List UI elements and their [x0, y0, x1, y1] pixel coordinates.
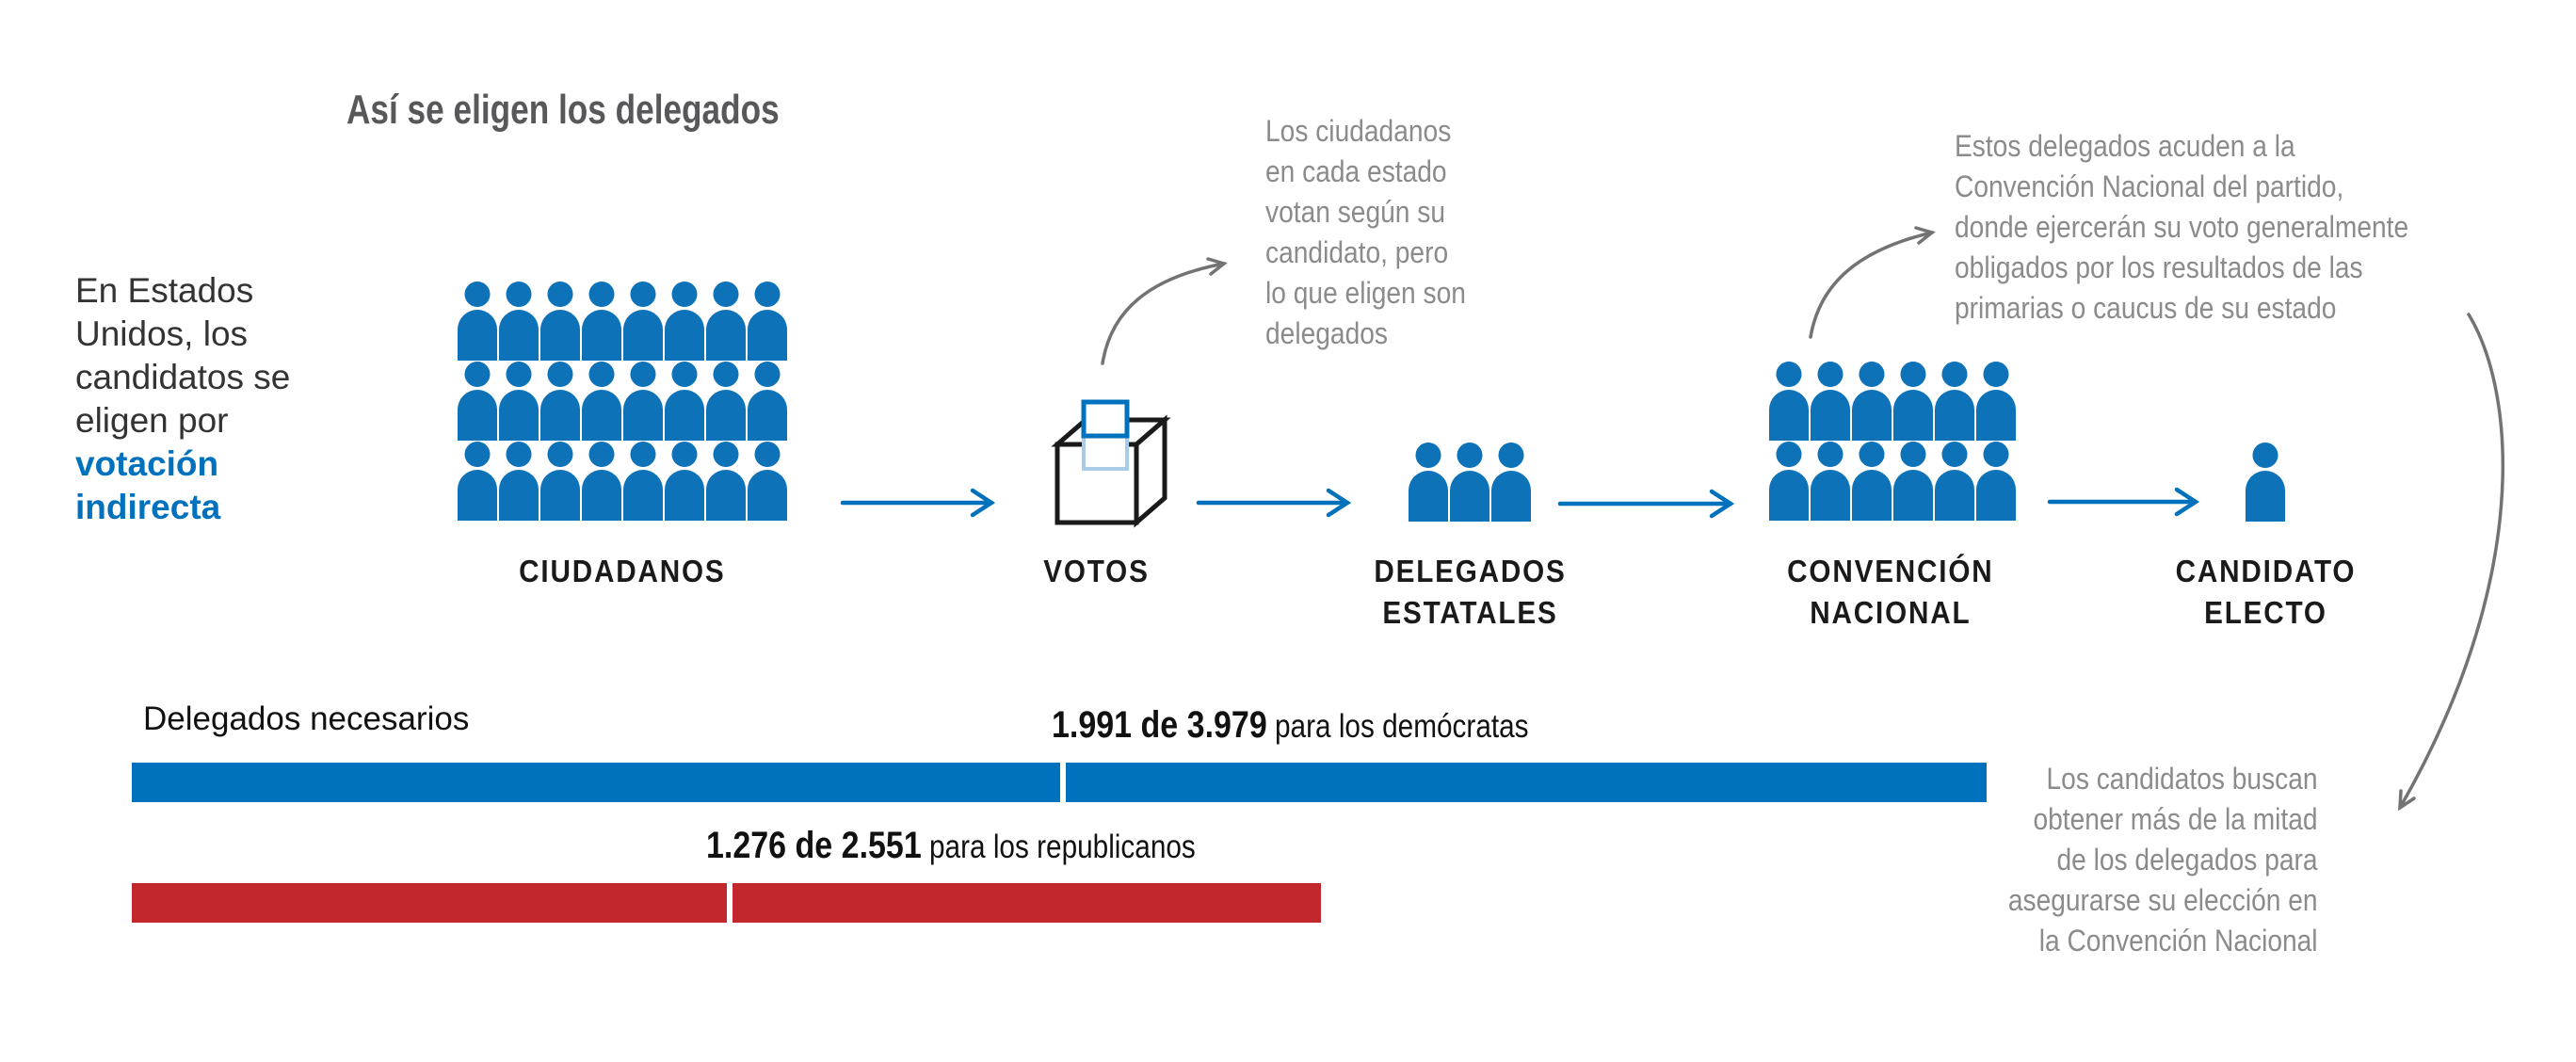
republicans-delegates-bar — [132, 883, 1321, 923]
convention-annotation: Estos delegados acuden a la Convención N… — [1955, 129, 2409, 325]
person-icon — [1409, 442, 1448, 522]
person-icon — [1976, 442, 2016, 521]
person-icon — [1491, 442, 1531, 522]
person-icon — [748, 442, 787, 521]
person-icon — [1769, 442, 1809, 521]
person-icon — [1893, 362, 1933, 441]
person-icon — [499, 282, 539, 361]
elected-candidate-person-icon — [2246, 442, 2285, 522]
person-icon — [665, 362, 704, 441]
person-icon — [499, 362, 539, 441]
curved-arrow-votes-note-icon — [1101, 257, 1228, 365]
person-icon — [1935, 442, 1974, 521]
ballot-box-icon — [1051, 399, 1171, 528]
person-icon — [706, 282, 746, 361]
person-icon — [2246, 442, 2285, 522]
person-icon — [748, 362, 787, 441]
person-icon — [623, 282, 663, 361]
majority-annotation: Los candidatos buscan obtener más de la … — [2008, 762, 2318, 957]
citizens-crowd-icons — [458, 282, 787, 521]
person-icon — [706, 362, 746, 441]
person-icon — [1852, 362, 1892, 441]
ballot-paper-icon — [1081, 399, 1130, 439]
national-convention-crowd-icons — [1769, 362, 2016, 521]
democrats-bar-label: 1.991 de 3.979 para los demócratas — [1052, 704, 1613, 747]
person-icon — [623, 442, 663, 521]
flow-arrow-convention-to-candidate-icon — [2047, 487, 2200, 517]
person-icon — [665, 442, 704, 521]
flow-arrow-citizens-to-votes-icon — [840, 488, 996, 518]
flow-arrow-delegates-to-convention-icon — [1557, 489, 1735, 519]
flow-arrow-votes-to-delegates-icon — [1196, 488, 1352, 518]
person-icon — [582, 282, 621, 361]
person-icon — [1976, 362, 2016, 441]
person-icon — [582, 442, 621, 521]
bars-heading: Delegados necesarios — [143, 700, 470, 737]
intro-text-highlight: votación indirecta — [75, 444, 221, 526]
intro-text: En Estados Unidos, los candidatos se eli… — [75, 269, 290, 529]
curved-arrow-convention-note-icon — [1809, 226, 1936, 339]
state-delegates-icons — [1409, 442, 1531, 522]
person-icon — [582, 362, 621, 441]
republicans-needed-value: 1.276 de 2.551 — [706, 825, 922, 866]
stage-label-votos: VOTOS — [1042, 554, 1150, 588]
page-title: Así se eligen los delegados — [346, 87, 780, 133]
person-icon — [1852, 442, 1892, 521]
person-icon — [540, 442, 580, 521]
person-icon — [1811, 362, 1850, 441]
person-icon — [706, 442, 746, 521]
stage-label-convencion-nacional: CONVENCIÓN NACIONAL — [1787, 554, 1994, 630]
person-icon — [1935, 362, 1974, 441]
person-icon — [665, 282, 704, 361]
person-icon — [499, 442, 539, 521]
person-icon — [748, 282, 787, 361]
ballot-inside-icon — [1082, 433, 1129, 471]
stage-label-candidato-electo: CANDIDATO ELECTO — [2175, 554, 2356, 630]
curved-arrow-majority-note-icon — [2398, 313, 2505, 812]
democrats-needed-value: 1.991 de 3.979 — [1052, 704, 1267, 746]
stage-label-delegados-estatales: DELEGADOS ESTATALES — [1374, 554, 1568, 630]
person-icon — [458, 442, 497, 521]
person-icon — [540, 282, 580, 361]
person-icon — [458, 362, 497, 441]
person-icon — [1893, 442, 1933, 521]
republicans-party-text: para los republicanos — [921, 829, 1196, 865]
stage-label-ciudadanos: CIUDADANOS — [519, 554, 726, 588]
votes-annotation: Los ciudadanos en cada estado votan segú… — [1265, 114, 1466, 350]
person-icon — [458, 282, 497, 361]
person-icon — [1450, 442, 1489, 522]
democrats-party-text: para los demócratas — [1266, 708, 1529, 745]
person-icon — [623, 362, 663, 441]
republicans-bar-label: 1.276 de 2.551 para los republicanos — [706, 825, 1282, 867]
person-icon — [540, 362, 580, 441]
person-icon — [1769, 362, 1809, 441]
person-icon — [1811, 442, 1850, 521]
intro-text-plain: En Estados Unidos, los candidatos se eli… — [75, 271, 291, 440]
republicans-majority-divider — [727, 883, 733, 923]
democrats-majority-divider — [1060, 763, 1066, 802]
democrats-delegates-bar — [132, 763, 1987, 802]
